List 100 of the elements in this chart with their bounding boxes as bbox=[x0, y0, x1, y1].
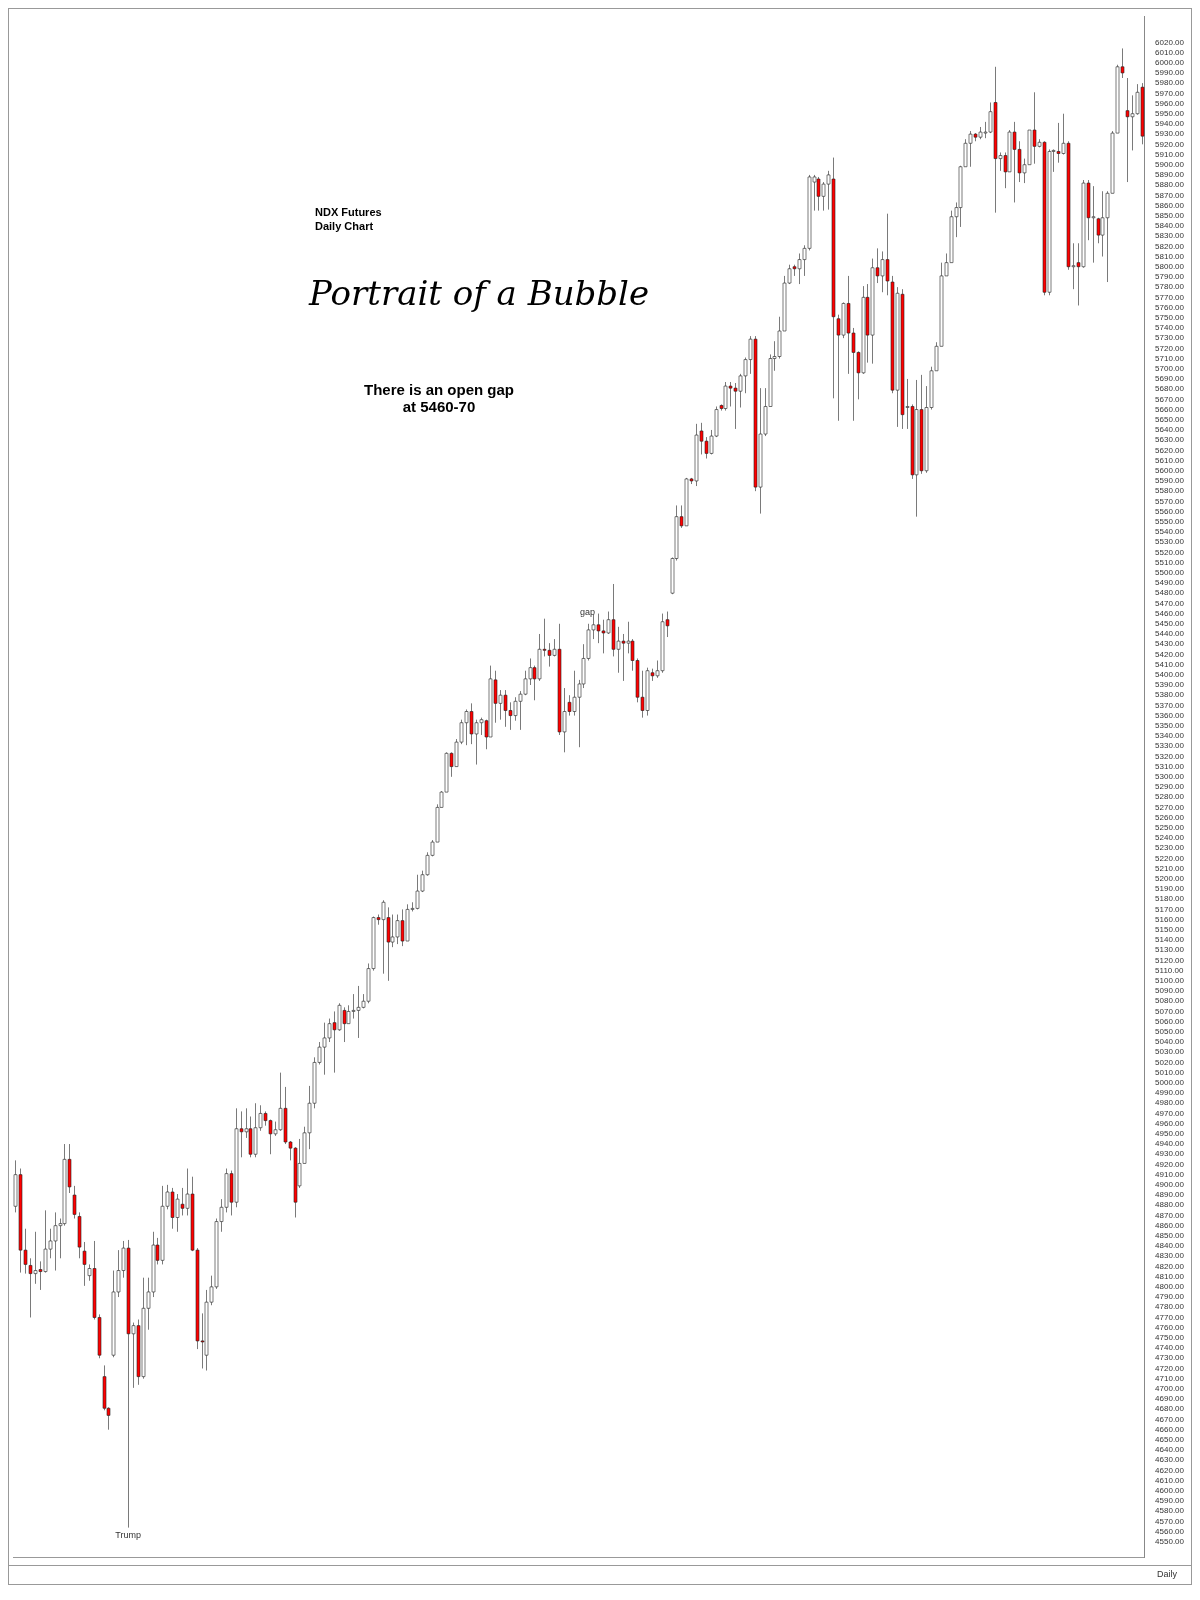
y-tick-label: 5110.00 bbox=[1155, 965, 1184, 975]
y-tick-label: 5000.00 bbox=[1155, 1078, 1185, 1088]
y-tick-label: 5750.00 bbox=[1155, 312, 1185, 322]
y-tick-label: 5640.00 bbox=[1155, 425, 1185, 435]
y-tick-label: 5070.00 bbox=[1155, 1006, 1185, 1016]
y-tick-label: 5800.00 bbox=[1155, 261, 1185, 271]
y-tick-label: 5670.00 bbox=[1155, 394, 1185, 404]
y-tick-label: 4690.00 bbox=[1155, 1394, 1185, 1404]
y-tick-label: 5950.00 bbox=[1155, 108, 1185, 118]
y-tick-label: 5940.00 bbox=[1155, 119, 1185, 129]
text: Portrait of a Bubble bbox=[309, 273, 650, 313]
y-tick-label: 5310.00 bbox=[1155, 761, 1185, 771]
y-tick-label: 4800.00 bbox=[1155, 1282, 1185, 1292]
y-tick-label: 5970.00 bbox=[1155, 88, 1185, 98]
y-tick-label: 4780.00 bbox=[1155, 1302, 1185, 1312]
y-tick-label: 4650.00 bbox=[1155, 1435, 1185, 1445]
y-tick-label: 4660.00 bbox=[1155, 1424, 1185, 1434]
y-tick-label: 5740.00 bbox=[1155, 323, 1185, 333]
y-tick-label: 5720.00 bbox=[1155, 343, 1185, 353]
y-tick-label: 5780.00 bbox=[1155, 282, 1185, 292]
y-tick-label: 4820.00 bbox=[1155, 1261, 1185, 1271]
y-tick-label: 4580.00 bbox=[1155, 1506, 1185, 1516]
y-tick-label: 4680.00 bbox=[1155, 1404, 1185, 1414]
y-tick-label: 5020.00 bbox=[1155, 1057, 1185, 1067]
y-tick-label: 4630.00 bbox=[1155, 1455, 1185, 1465]
y-tick-label: 4880.00 bbox=[1155, 1200, 1185, 1210]
y-tick-label: 5370.00 bbox=[1155, 700, 1185, 710]
y-tick-label: 5180.00 bbox=[1155, 894, 1185, 904]
y-tick-label: 4920.00 bbox=[1155, 1159, 1185, 1169]
y-tick-label: 5570.00 bbox=[1155, 496, 1185, 506]
y-tick-label: 5260.00 bbox=[1155, 812, 1185, 822]
y-tick-label: 5240.00 bbox=[1155, 833, 1185, 843]
y-tick-label: 4970.00 bbox=[1155, 1108, 1185, 1118]
candlestick bbox=[72, 1185, 77, 1220]
y-tick-label: 5910.00 bbox=[1155, 149, 1185, 159]
candlestick bbox=[1096, 217, 1101, 244]
y-tick-label: 4980.00 bbox=[1155, 1098, 1185, 1108]
y-tick-label: 4900.00 bbox=[1155, 1180, 1185, 1190]
y-tick-label: 5520.00 bbox=[1155, 547, 1185, 557]
y-tick-label: 5830.00 bbox=[1155, 231, 1185, 241]
y-tick-label: 5430.00 bbox=[1155, 639, 1185, 649]
y-tick-label: 5120.00 bbox=[1155, 955, 1185, 965]
y-tick-label: 4990.00 bbox=[1155, 1088, 1185, 1098]
y-tick-label: 5290.00 bbox=[1155, 782, 1185, 792]
y-tick-label: 5880.00 bbox=[1155, 180, 1185, 190]
y-tick-label: 4670.00 bbox=[1155, 1414, 1185, 1424]
y-tick-label: 5320.00 bbox=[1155, 751, 1185, 761]
y-tick-label: 5860.00 bbox=[1155, 200, 1185, 210]
y-tick-label: 5550.00 bbox=[1155, 516, 1185, 526]
y-tick-label: 5660.00 bbox=[1155, 404, 1185, 414]
y-tick-label: 4760.00 bbox=[1155, 1322, 1185, 1332]
y-tick-label: 5100.00 bbox=[1155, 976, 1185, 986]
y-tick-label: 5450.00 bbox=[1155, 618, 1185, 628]
y-tick-label: 4560.00 bbox=[1155, 1526, 1185, 1536]
y-tick-label: 5130.00 bbox=[1155, 945, 1185, 955]
y-tick-label: 5990.00 bbox=[1155, 68, 1185, 78]
y-tick-label: 5410.00 bbox=[1155, 659, 1185, 669]
y-tick-label: 4710.00 bbox=[1155, 1373, 1185, 1383]
y-tick-label: 4810.00 bbox=[1155, 1271, 1185, 1281]
y-tick-label: 5900.00 bbox=[1155, 159, 1185, 169]
y-tick-label: 5840.00 bbox=[1155, 221, 1185, 231]
y-tick-label: 5730.00 bbox=[1155, 333, 1185, 343]
y-tick-label: 4860.00 bbox=[1155, 1220, 1185, 1230]
y-tick-label: 5870.00 bbox=[1155, 190, 1185, 200]
y-tick-label: 5770.00 bbox=[1155, 292, 1185, 302]
y-tick-label: 5680.00 bbox=[1155, 384, 1185, 394]
y-tick-label: 5230.00 bbox=[1155, 843, 1185, 853]
y-tick-label: 4740.00 bbox=[1155, 1343, 1185, 1353]
y-tick-label: 5620.00 bbox=[1155, 445, 1185, 455]
y-tick-label: 5630.00 bbox=[1155, 435, 1185, 445]
y-tick-label: 5890.00 bbox=[1155, 170, 1185, 180]
y-tick-label: 4730.00 bbox=[1155, 1353, 1185, 1363]
y-tick-label: 4850.00 bbox=[1155, 1231, 1185, 1241]
y-tick-label: 5920.00 bbox=[1155, 139, 1185, 149]
y-tick-label: 5030.00 bbox=[1155, 1047, 1185, 1057]
y-tick-label: 4550.00 bbox=[1155, 1537, 1185, 1547]
y-tick-label: 5210.00 bbox=[1155, 863, 1185, 873]
y-tick-label: 6020.00 bbox=[1155, 37, 1185, 47]
y-tick-label: 5700.00 bbox=[1155, 363, 1185, 373]
y-tick-label: 5610.00 bbox=[1155, 455, 1185, 465]
candlestick bbox=[82, 1241, 87, 1287]
y-tick-label: 5440.00 bbox=[1155, 629, 1185, 639]
y-tick-label: 5810.00 bbox=[1155, 251, 1185, 261]
y-tick-label: 5330.00 bbox=[1155, 741, 1185, 751]
y-tick-label: 5710.00 bbox=[1155, 353, 1185, 363]
y-tick-label: 5460.00 bbox=[1155, 608, 1185, 618]
y-tick-label: 4840.00 bbox=[1155, 1241, 1185, 1251]
y-tick-label: 5490.00 bbox=[1155, 578, 1185, 588]
y-tick-label: 4620.00 bbox=[1155, 1465, 1185, 1475]
y-tick-label: 5040.00 bbox=[1155, 1037, 1185, 1047]
annotation: There is an open gap at 5460-70 bbox=[363, 381, 515, 415]
y-tick-label: 4870.00 bbox=[1155, 1210, 1185, 1220]
y-tick-label: 5400.00 bbox=[1155, 669, 1185, 679]
y-tick-label: 4640.00 bbox=[1155, 1445, 1185, 1455]
annotation: gap bbox=[580, 607, 596, 617]
y-tick-label: 4770.00 bbox=[1155, 1312, 1185, 1322]
text: Daily bbox=[1156, 1569, 1177, 1579]
y-tick-label: 5500.00 bbox=[1155, 567, 1185, 577]
y-tick-label: 5010.00 bbox=[1155, 1067, 1185, 1077]
y-tick-label: 5470.00 bbox=[1155, 598, 1185, 608]
